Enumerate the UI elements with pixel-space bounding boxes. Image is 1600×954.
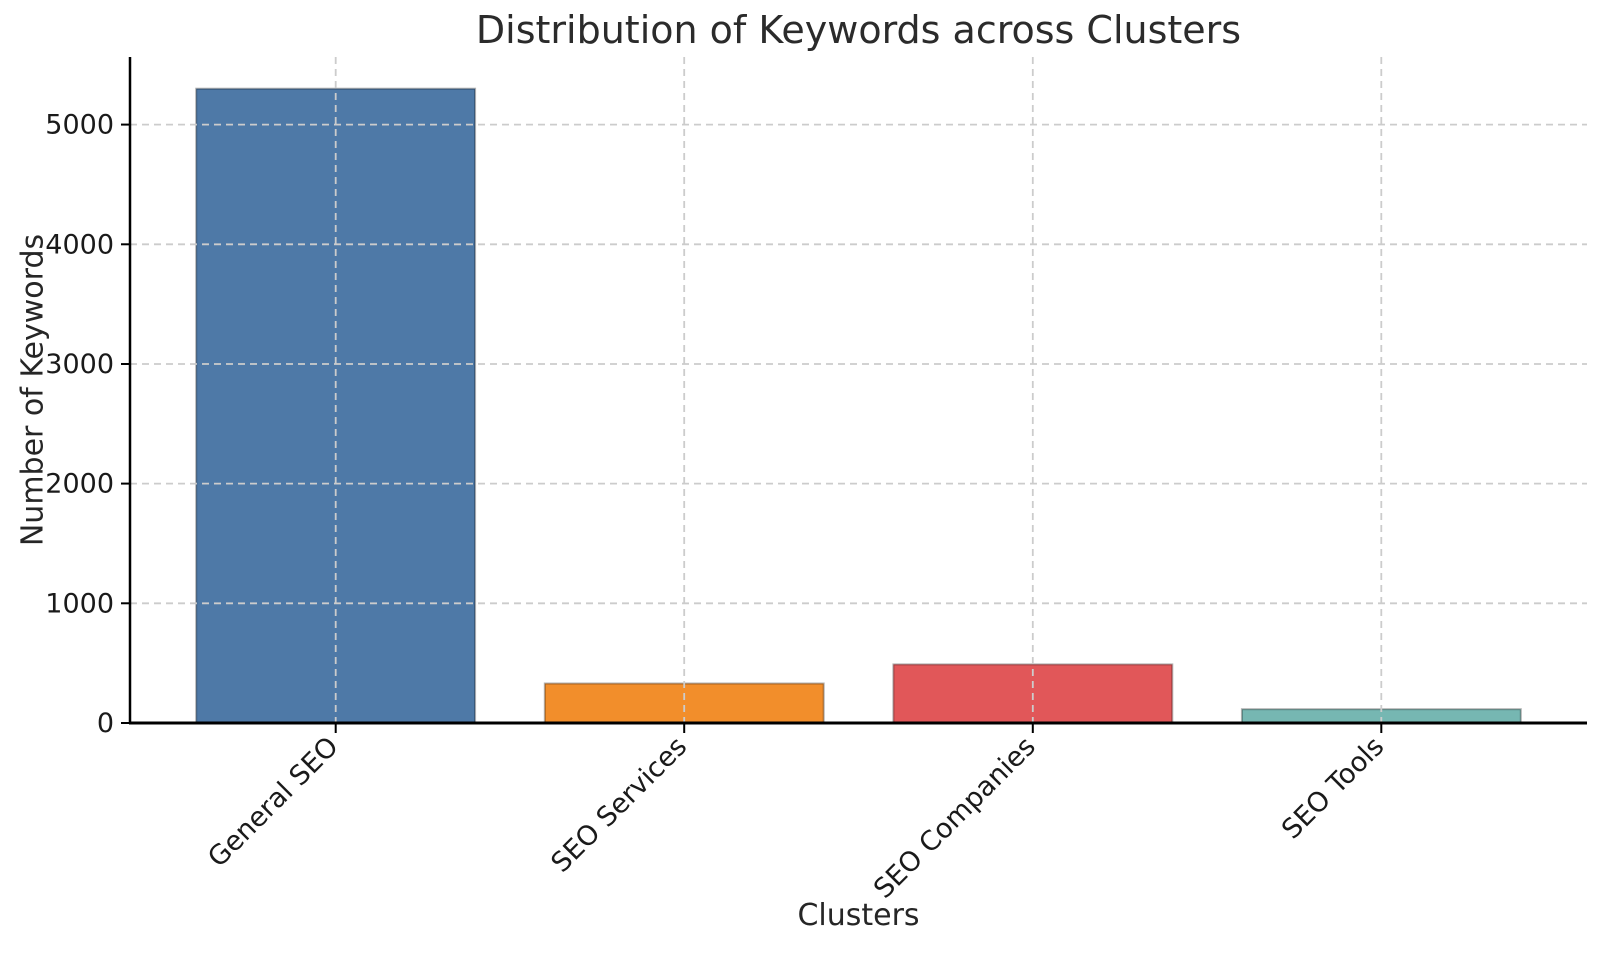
x-tick-label-seo-services: SEO Services <box>545 731 693 879</box>
y-tick-label-2000: 2000 <box>45 469 114 500</box>
y-tick-label-4000: 4000 <box>45 229 114 260</box>
y-tick-label-0: 0 <box>97 708 114 739</box>
y-tick-label-5000: 5000 <box>45 110 114 141</box>
x-axis-label: Clusters <box>797 898 920 933</box>
chart-title: Distribution of Keywords across Clusters <box>475 8 1242 52</box>
bar-seo-services <box>543 682 825 724</box>
x-tick-label-general-seo: General SEO <box>202 731 344 873</box>
x-tick-label-seo-companies: SEO Companies <box>868 731 1042 905</box>
y-tick-label-1000: 1000 <box>45 588 114 619</box>
y-tick-label-3000: 3000 <box>45 349 114 380</box>
x-tick-label-seo-tools: SEO Tools <box>1276 731 1390 845</box>
